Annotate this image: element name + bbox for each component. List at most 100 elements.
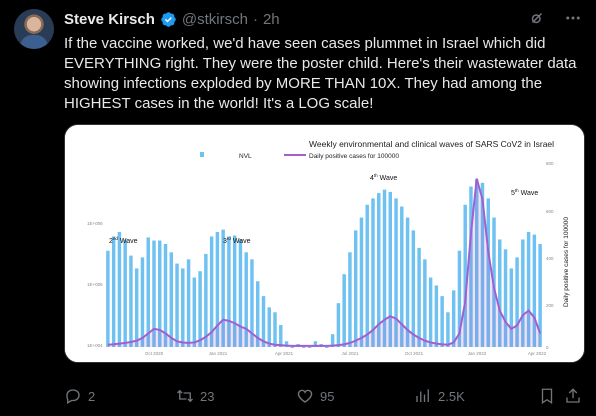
- x-tick: Apr 2021: [275, 351, 294, 356]
- cases-area: [107, 178, 541, 347]
- more-icon[interactable]: [564, 9, 582, 27]
- nvl-bar: [388, 191, 393, 347]
- reply-action[interactable]: 2: [64, 387, 95, 405]
- y-right-tick: 0: [546, 345, 549, 350]
- nvl-bar: [284, 341, 289, 347]
- views-action[interactable]: 2.5K: [414, 387, 465, 405]
- x-tick: Jan 2021: [209, 351, 228, 356]
- legend-bar-swatch: [200, 152, 204, 157]
- nvl-bar: [428, 277, 433, 347]
- nvl-bar: [273, 312, 277, 347]
- nvl-bar: [123, 239, 127, 347]
- action-bar: 2 23 95 2.5K: [64, 385, 584, 407]
- nvl-bar: [244, 252, 248, 347]
- nvl-bar: [359, 217, 364, 347]
- nvl-bar: [365, 204, 369, 347]
- nvl-bar: [446, 312, 450, 347]
- nvl-bar: [509, 268, 514, 347]
- nvl-bar: [192, 277, 197, 347]
- y-left-ticks: 1E+004 1E+005 1E+006: [87, 221, 103, 348]
- nvl-bar: [382, 189, 387, 347]
- share-action[interactable]: [564, 387, 582, 405]
- nvl-bar: [486, 198, 490, 347]
- nvl-bar: [405, 217, 410, 347]
- nvl-bar: [348, 252, 352, 347]
- nvl-bar: [377, 193, 381, 347]
- nvl-bar: [238, 239, 243, 347]
- reply-count: 2: [88, 388, 96, 404]
- nvl-bar: [175, 263, 179, 347]
- repost-count: 23: [200, 388, 215, 404]
- y-right-tick: 200: [546, 303, 554, 308]
- timestamp[interactable]: 2h: [262, 10, 280, 28]
- tweet-image[interactable]: Weekly environmental and clinical waves …: [64, 124, 585, 363]
- views-icon: [416, 389, 429, 402]
- wave-label-3: 3rd Wave: [223, 236, 251, 245]
- nvl-bar: [538, 243, 542, 347]
- like-count: 95: [320, 388, 335, 404]
- y-right-label: Daily positive cases for 100000: [563, 217, 570, 307]
- wave-label-4: 4th Wave: [370, 173, 397, 182]
- nvl-bar: [313, 341, 318, 347]
- nvl-bar: [232, 235, 237, 347]
- avatar[interactable]: [14, 9, 54, 49]
- nvl-bar: [290, 347, 295, 348]
- nvl-bar: [515, 257, 519, 347]
- y-right-tick: 600: [546, 209, 554, 214]
- nvl-bar: [255, 281, 260, 347]
- nvl-bar: [469, 186, 473, 347]
- like-action[interactable]: 95: [296, 387, 334, 405]
- bookmark-action[interactable]: [538, 387, 556, 405]
- nvl-bar: [198, 271, 202, 347]
- wave-label-2: 2nd Wave: [109, 236, 138, 245]
- nvl-bar: [463, 204, 467, 347]
- nvl-bar: [330, 334, 335, 347]
- nvl-bar: [134, 268, 139, 347]
- nvl-bar: [169, 252, 174, 347]
- nvl-bar: [227, 236, 231, 347]
- nvl-bar: [209, 236, 214, 347]
- reply-icon: [66, 389, 80, 404]
- nvl-bar: [181, 268, 185, 347]
- nvl-bar: [215, 231, 220, 347]
- grok-icon[interactable]: [528, 9, 546, 27]
- y-left-tick: 1E+004: [87, 343, 103, 348]
- tweet-text: If the vaccine worked, we'd have seen ca…: [64, 35, 577, 112]
- nvl-bar: [163, 243, 168, 347]
- tweet-header: Steve Kirsch @stkirsch · 2h: [64, 9, 280, 29]
- author-name[interactable]: Steve Kirsch: [64, 10, 155, 28]
- nvl-bar: [117, 231, 122, 347]
- share-icon: [566, 388, 580, 403]
- repost-action[interactable]: 23: [176, 387, 214, 405]
- nvl-bar: [204, 253, 208, 347]
- nvl-bar: [325, 347, 329, 348]
- y-right-tick: 400: [546, 256, 554, 261]
- wastewater-chart: Weekly environmental and clinical waves …: [65, 125, 584, 362]
- top-icons: [528, 9, 582, 27]
- nvl-bar: [434, 285, 439, 347]
- nvl-bar: [186, 259, 191, 347]
- nvl-bar: [371, 198, 375, 347]
- nvl-bar: [111, 236, 116, 347]
- nvl-bar: [400, 206, 404, 347]
- nvl-bar: [451, 290, 456, 347]
- y-right-ticks: 0 200 400 600 800: [546, 161, 554, 350]
- nvl-bar: [342, 274, 346, 347]
- nvl-bar: [532, 234, 537, 347]
- nvl-bar: [302, 347, 306, 348]
- x-tick: Oct 2021: [405, 351, 424, 356]
- view-count: 2.5K: [438, 388, 465, 404]
- nvl-bar: [106, 250, 110, 347]
- nvl-bar: [158, 240, 162, 347]
- bookmark-icon: [541, 388, 553, 405]
- chart-title: Weekly environmental and clinical waves …: [309, 139, 554, 149]
- y-left-tick: 1E+006: [87, 221, 103, 226]
- x-tick: Jul 2021: [341, 351, 359, 356]
- nvl-bar: [129, 255, 133, 347]
- legend-nvl: NVL: [239, 153, 252, 160]
- nvl-bar: [221, 229, 225, 347]
- nvl-bar: [279, 325, 283, 347]
- x-ticks: Oct 2020 Jan 2021 Apr 2021 Jul 2021 Oct 2021…: [145, 351, 547, 356]
- author-handle[interactable]: @stkirsch: [181, 10, 248, 28]
